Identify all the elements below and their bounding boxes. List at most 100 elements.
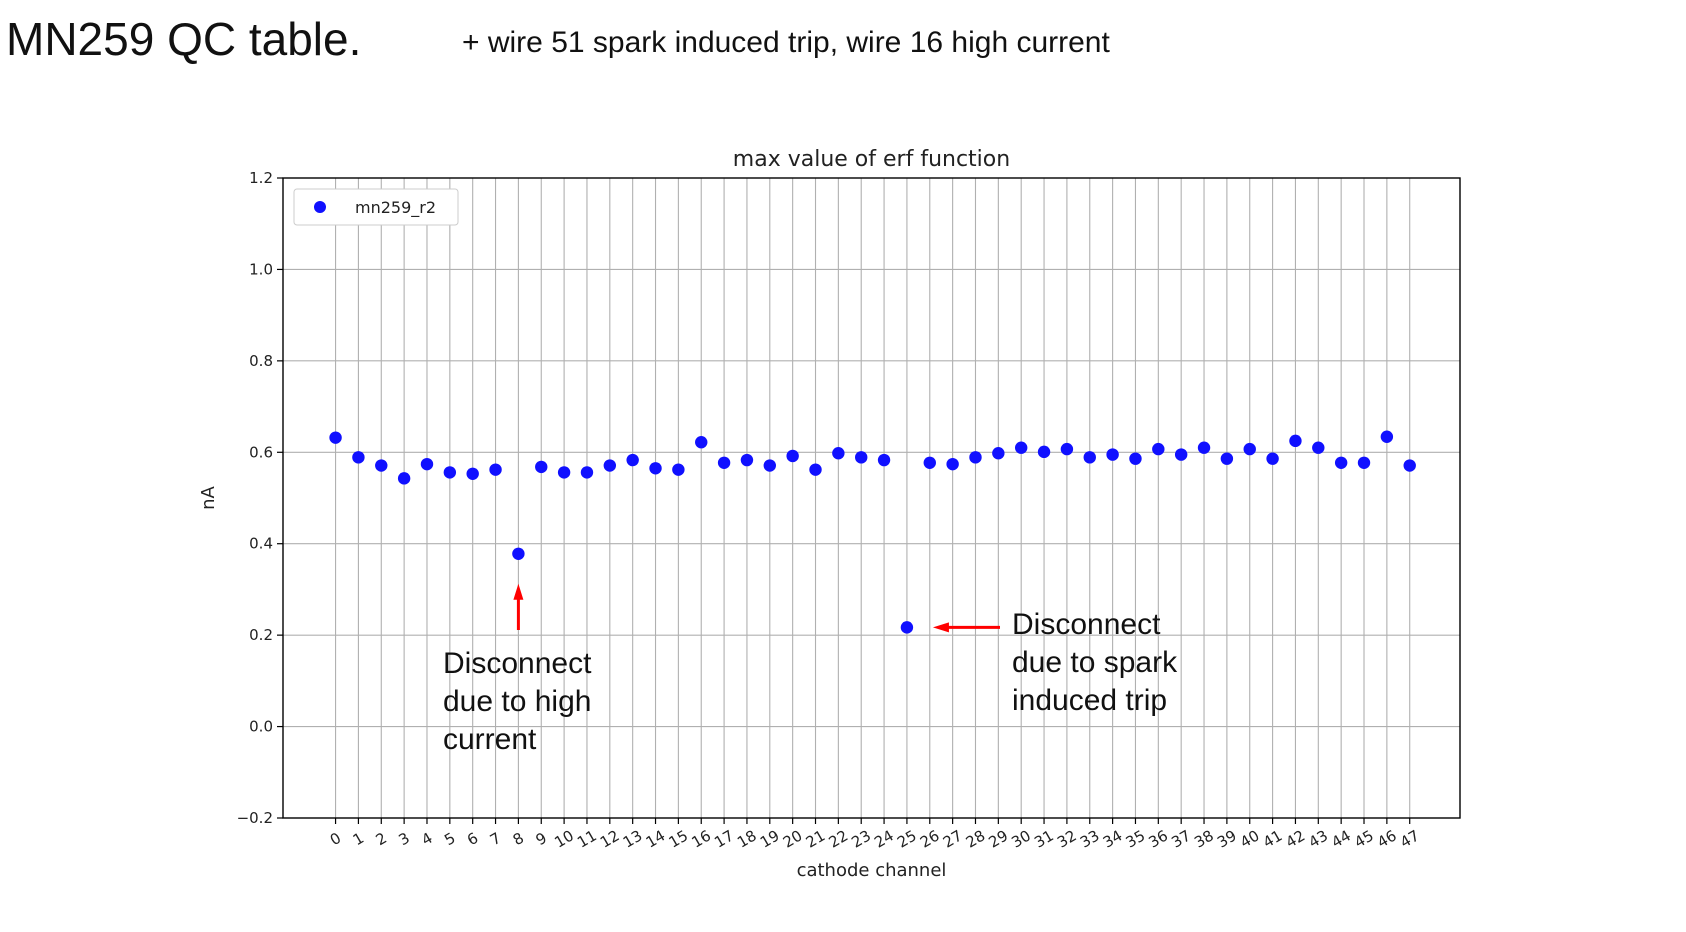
y-axis-title: nA — [198, 485, 219, 509]
slide-title: MN259 QC table. — [6, 13, 362, 65]
data-point — [1266, 452, 1279, 465]
x-tick-label: 20 — [780, 826, 806, 851]
data-point — [923, 456, 936, 469]
x-tick-label: 19 — [757, 826, 783, 851]
legend-marker — [314, 201, 326, 213]
data-point — [1129, 452, 1142, 465]
x-tick-label: 39 — [1214, 826, 1240, 851]
data-point — [717, 456, 731, 469]
x-tick-label: 44 — [1328, 826, 1354, 851]
x-tick-label: 25 — [894, 826, 920, 851]
x-tick-label: 15 — [666, 826, 692, 851]
data-point — [535, 460, 548, 474]
data-point — [466, 467, 479, 480]
y-tick-label: −0.2 — [237, 809, 273, 827]
data-point — [786, 449, 799, 463]
data-point — [1380, 430, 1394, 443]
x-tick-label: 28 — [963, 826, 989, 851]
data-point — [740, 453, 754, 467]
data-point — [1289, 434, 1302, 448]
x-tick-label: 8 — [510, 829, 527, 849]
data-point — [1197, 441, 1211, 454]
x-tick-label: 47 — [1397, 826, 1423, 851]
data-point — [420, 457, 434, 471]
x-tick-label: 13 — [620, 826, 646, 851]
legend-label: mn259_r2 — [355, 198, 436, 218]
annotation-spark-trip: Disconnect due to spark induced trip — [1012, 608, 1178, 717]
data-point — [969, 451, 982, 464]
arrow-head-spark-trip — [932, 622, 949, 633]
data-point — [603, 459, 617, 472]
x-tick-label: 24 — [871, 826, 897, 851]
data-point — [900, 621, 914, 634]
data-point — [1083, 451, 1096, 464]
x-tick-label: 9 — [533, 829, 550, 849]
x-tick-label: 45 — [1351, 826, 1377, 851]
data-point — [1312, 441, 1325, 454]
x-tick-label: 29 — [986, 826, 1012, 851]
annotation-high-current: Disconnect due to high current — [443, 647, 592, 756]
data-point — [557, 466, 571, 479]
data-point — [832, 447, 845, 460]
y-tick-label: 1.2 — [249, 169, 273, 187]
x-tick-label: 22 — [826, 826, 852, 851]
y-tick-label: 0.8 — [249, 352, 273, 370]
data-point — [946, 457, 959, 471]
x-tick-label: 40 — [1237, 826, 1263, 851]
data-point — [489, 463, 502, 476]
x-tick-label: 16 — [688, 826, 714, 851]
data-point — [1060, 442, 1074, 456]
y-tick-label: 0.2 — [249, 626, 273, 644]
x-tick-label: 1 — [350, 829, 367, 849]
x-tick-label: 38 — [1191, 826, 1217, 851]
data-point — [512, 547, 525, 560]
x-axis-title: cathode channel — [797, 860, 947, 881]
x-tick-label: 34 — [1100, 826, 1126, 851]
data-point — [352, 451, 365, 464]
arrow-layer — [513, 583, 1000, 633]
x-tick-label: 31 — [1031, 826, 1057, 851]
y-tick-label: 1.0 — [249, 260, 273, 278]
data-point — [1243, 442, 1256, 456]
data-point — [375, 459, 388, 472]
x-tick-label: 32 — [1054, 826, 1080, 851]
x-tick-label: 0 — [327, 829, 344, 849]
x-tick-label: 11 — [574, 826, 600, 851]
y-tick-label: 0.6 — [249, 443, 273, 461]
data-point — [626, 453, 639, 467]
x-tick-label: 14 — [643, 826, 669, 851]
data-point — [877, 453, 891, 467]
data-point — [1220, 452, 1234, 465]
legend-box — [293, 188, 459, 226]
data-point — [1403, 459, 1416, 472]
x-tick-label: 41 — [1260, 826, 1286, 851]
data-point — [329, 431, 342, 444]
data-point — [672, 463, 685, 476]
plot-frame — [282, 177, 1461, 819]
x-tick-label: 46 — [1374, 826, 1400, 851]
data-point — [397, 472, 411, 485]
data-point — [580, 466, 594, 479]
x-tick-label: 36 — [1146, 826, 1172, 851]
x-tick-label: 23 — [848, 826, 874, 851]
x-tick-label: 10 — [551, 826, 577, 851]
x-tick-label: 27 — [940, 826, 966, 851]
x-tick-label: 42 — [1283, 826, 1309, 851]
y-tick-label: 0.0 — [249, 718, 273, 736]
arrow-head-high-current — [513, 583, 524, 600]
data-point — [443, 466, 457, 479]
x-tick-label: 2 — [373, 829, 390, 849]
x-tick-label: 43 — [1306, 826, 1332, 851]
slide-subtitle: + wire 51 spark induced trip, wire 16 hi… — [462, 26, 1110, 59]
data-point — [1152, 442, 1165, 456]
y-tick-label: 0.4 — [249, 535, 273, 553]
x-tick-label: 37 — [1168, 826, 1194, 851]
x-tick-label: 12 — [597, 826, 623, 851]
data-point — [763, 459, 776, 472]
legend: mn259_r2 — [293, 188, 459, 226]
data-point — [1014, 441, 1028, 454]
x-tick-label: 30 — [1008, 826, 1034, 851]
x-tick-label: 5 — [441, 829, 458, 849]
x-tick-label: 4 — [418, 829, 435, 849]
